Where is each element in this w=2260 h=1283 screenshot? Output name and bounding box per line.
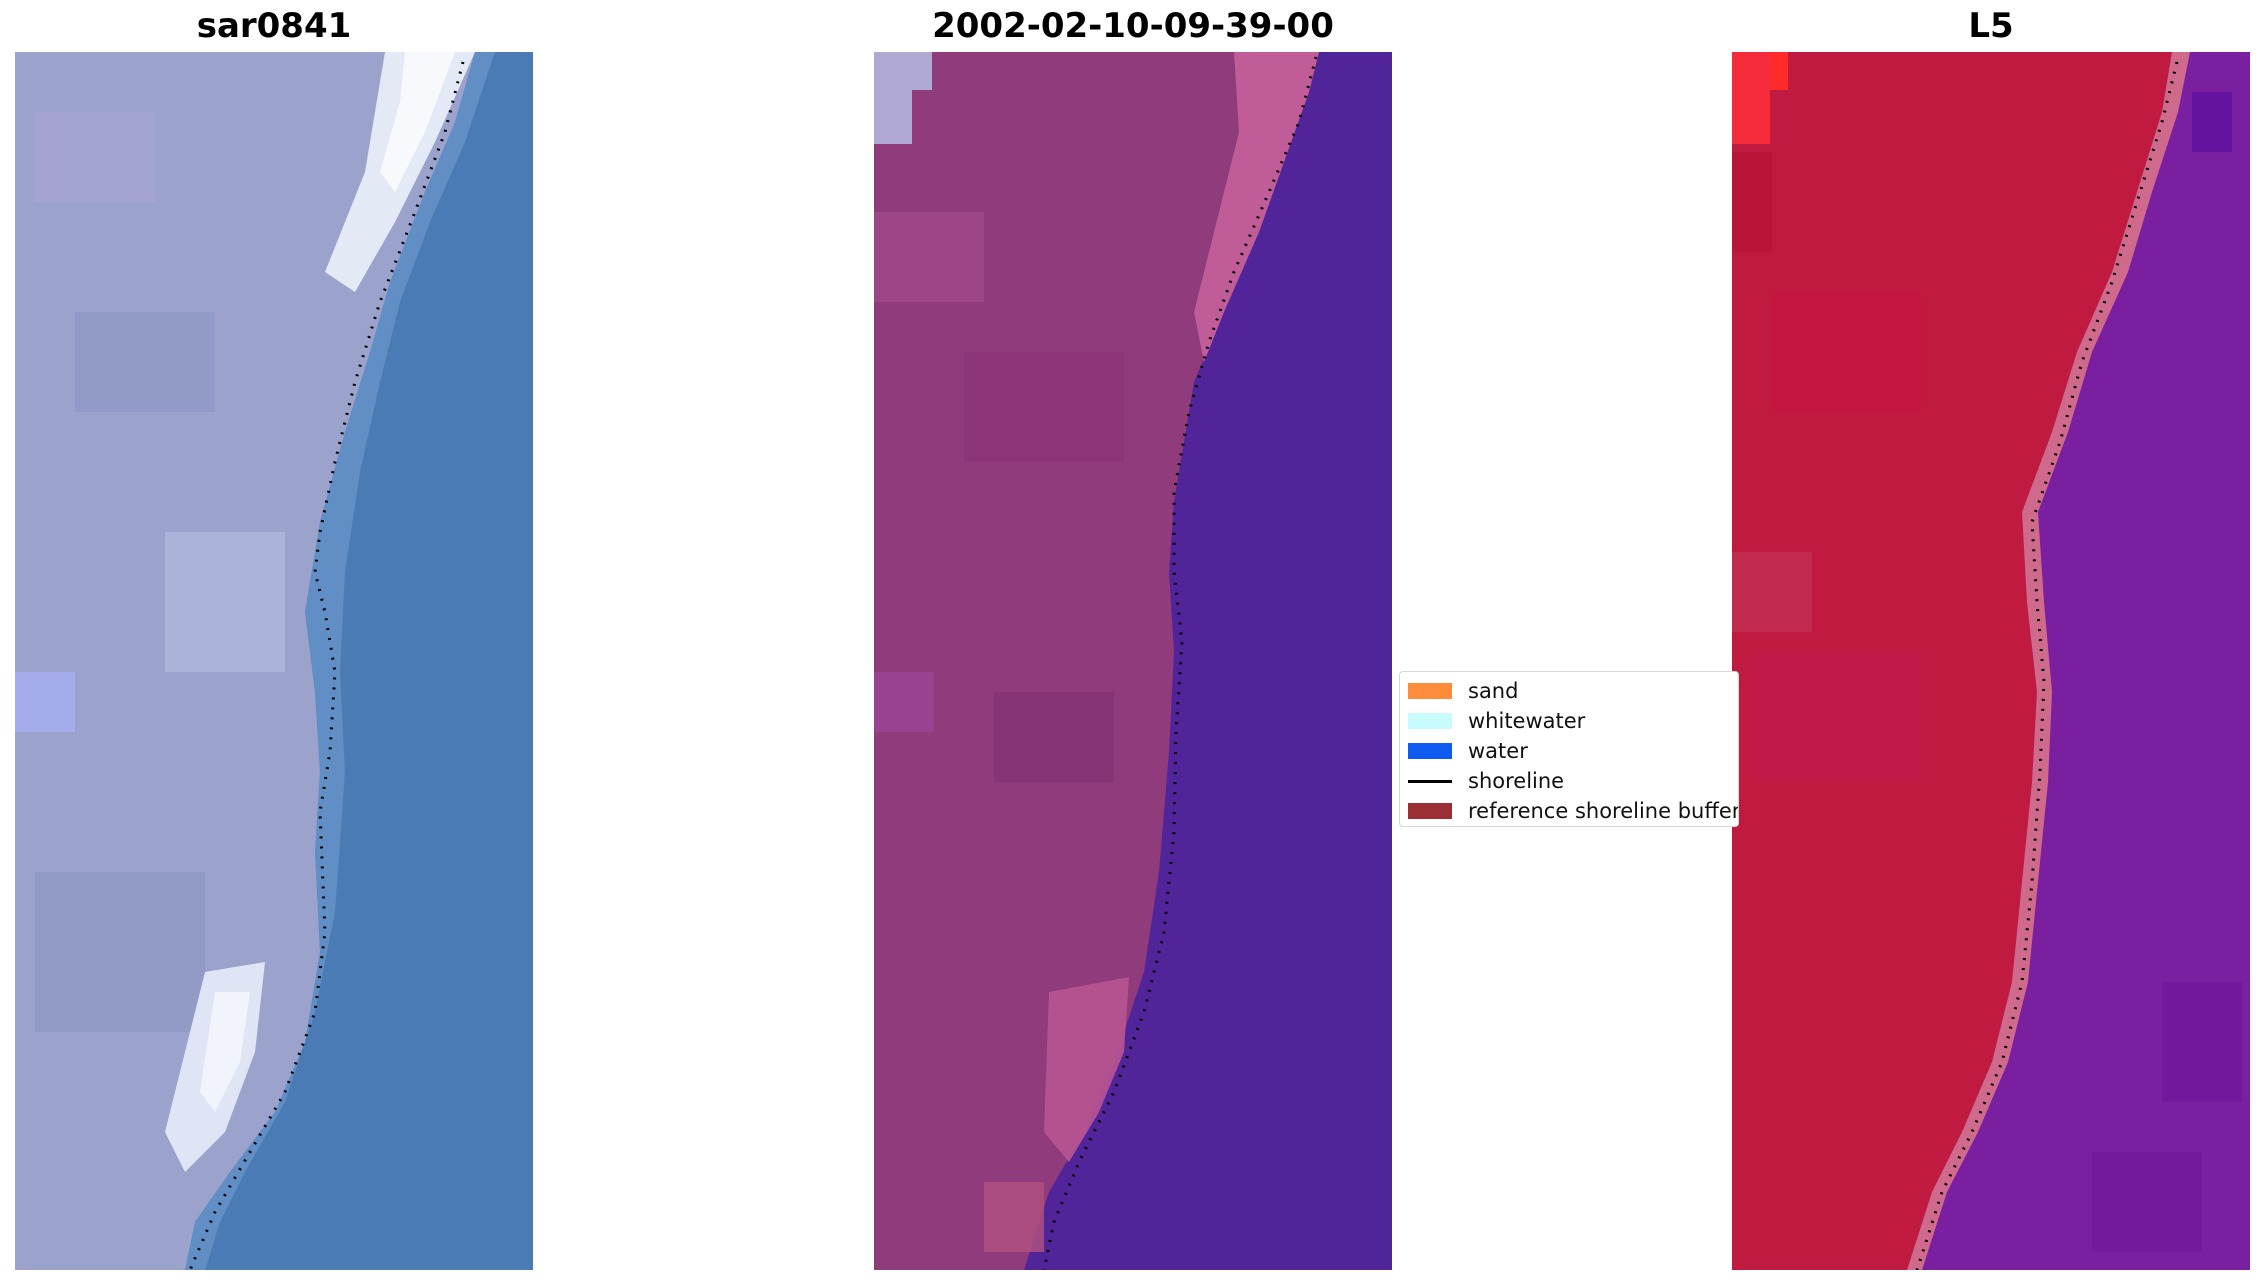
legend-item-shoreline: shoreline (1408, 766, 1564, 796)
date-image (874, 52, 1392, 1270)
panel-title-sar: sar0841 (196, 6, 352, 46)
whitewater-swatch-icon (1408, 713, 1452, 729)
sand-swatch-icon (1408, 683, 1452, 699)
reference-buffer-swatch-icon (1408, 803, 1452, 819)
legend-item-water: water (1408, 736, 1528, 766)
shoreline-line-icon (1408, 779, 1452, 783)
l5-image-panel (1732, 52, 2250, 1270)
legend-item-whitewater: whitewater (1408, 706, 1585, 736)
panel-title-l5: L5 (1968, 6, 2014, 46)
legend-item-sand: sand (1408, 676, 1518, 706)
sar-image-panel (15, 52, 533, 1270)
date-image-panel (874, 52, 1392, 1270)
legend: sand whitewater water shoreline referenc… (1399, 671, 1739, 827)
legend-label-shoreline: shoreline (1468, 769, 1565, 793)
legend-label-reference-buffer: reference shoreline buffer (1468, 799, 1739, 823)
legend-label-whitewater: whitewater (1468, 709, 1586, 733)
legend-item-reference-buffer: reference shoreline buffer (1408, 796, 1739, 826)
legend-label-water: water (1468, 739, 1528, 763)
legend-label-sand: sand (1468, 679, 1519, 703)
sar-image (15, 52, 533, 1270)
panel-title-date: 2002-02-10-09-39-00 (932, 6, 1334, 46)
water-swatch-icon (1408, 743, 1452, 759)
l5-image (1732, 52, 2250, 1270)
